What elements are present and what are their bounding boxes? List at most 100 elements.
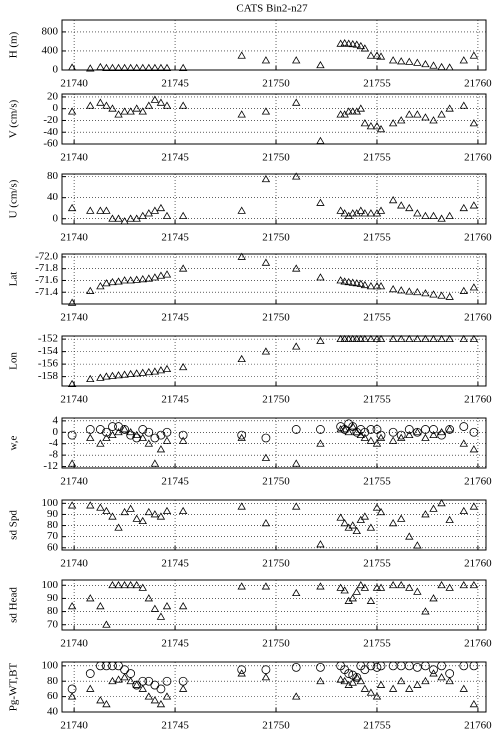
point (397, 433, 406, 441)
point (237, 206, 246, 214)
point (162, 427, 172, 437)
point (102, 700, 111, 708)
y-tick-label: 60 (47, 690, 59, 702)
point (108, 214, 117, 222)
y-axis-label: Lon (8, 352, 20, 370)
point (114, 371, 123, 379)
point (86, 206, 95, 214)
point (114, 214, 123, 222)
point (237, 502, 246, 510)
point (126, 369, 135, 378)
point (336, 110, 345, 118)
point (292, 172, 301, 180)
point (405, 287, 414, 295)
point (372, 692, 382, 700)
x-tick-label: 21755 (363, 232, 391, 244)
point (445, 425, 455, 434)
plot-frame (61, 19, 487, 71)
point (336, 675, 345, 683)
point (348, 678, 357, 686)
point (429, 334, 438, 343)
point (366, 523, 376, 531)
point (67, 501, 77, 509)
point (237, 110, 246, 118)
point (360, 583, 370, 591)
x-tick-label: 21745 (161, 638, 189, 650)
y-tick-label: 90 (47, 592, 59, 604)
point (348, 107, 357, 115)
point (376, 680, 386, 688)
point (114, 580, 123, 589)
point (292, 692, 301, 700)
y-axis-label: sd Head (8, 587, 20, 623)
point (340, 209, 349, 217)
point (126, 676, 135, 685)
point (429, 425, 438, 434)
point (126, 214, 135, 222)
point (344, 334, 353, 343)
y-tick-label: 80 (47, 519, 59, 531)
point (388, 196, 398, 204)
x-tick-label: 21740 (60, 152, 88, 164)
y-tick-label: -71.8 (35, 262, 58, 274)
y-axis-label: Lat (8, 272, 20, 287)
y-tick-label: 0 (53, 426, 59, 438)
point (261, 174, 271, 183)
point (372, 334, 382, 343)
y-tick-label: -158 (38, 370, 59, 382)
point (376, 125, 386, 133)
point (316, 136, 325, 144)
point (459, 580, 468, 589)
point (178, 684, 188, 692)
point (67, 430, 77, 440)
y-tick-label: 80 (47, 675, 59, 687)
point (102, 427, 111, 437)
point (421, 211, 430, 220)
point (397, 201, 406, 209)
point (120, 107, 129, 115)
point (108, 277, 117, 286)
point (178, 676, 188, 686)
point (336, 425, 345, 433)
point (67, 63, 77, 71)
point (102, 206, 111, 214)
point (132, 514, 141, 522)
y-tick-label: 400 (42, 44, 59, 56)
point (291, 662, 301, 672)
point (156, 430, 166, 440)
point (86, 684, 95, 692)
x-tick-label: 21750 (262, 394, 290, 406)
point (366, 209, 376, 217)
point (138, 425, 148, 434)
point (96, 98, 105, 106)
point (120, 276, 129, 284)
point (429, 211, 438, 220)
point (261, 582, 271, 590)
point (405, 110, 414, 118)
point (459, 439, 468, 447)
point (132, 433, 142, 443)
point (144, 367, 154, 376)
point (429, 504, 438, 512)
point (162, 211, 172, 220)
point (348, 521, 357, 529)
point (366, 282, 376, 290)
x-tick-label: 21760 (464, 232, 492, 244)
point (459, 661, 469, 671)
y-tick-label: -60 (43, 138, 58, 150)
x-tick-label: 21750 (262, 638, 290, 650)
point (261, 258, 271, 266)
point (96, 439, 105, 447)
point (413, 334, 422, 343)
point (413, 587, 422, 595)
point (469, 119, 479, 127)
point (114, 661, 123, 671)
y-tick-label: 70 (47, 618, 59, 630)
point (138, 676, 148, 686)
point (126, 63, 135, 71)
point (316, 676, 325, 685)
point (376, 661, 386, 671)
point (356, 430, 366, 439)
point (360, 512, 370, 520)
point (316, 439, 325, 447)
